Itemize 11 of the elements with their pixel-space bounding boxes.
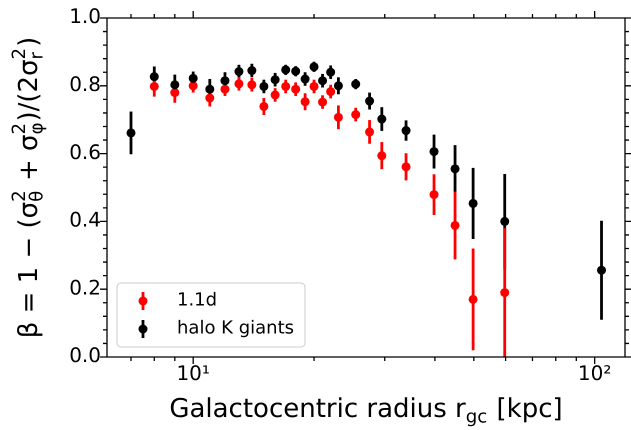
y-tick-label: 0.8 <box>69 72 101 96</box>
y-tick-label: 1.0 <box>69 4 101 28</box>
y-tick-label: 0.0 <box>69 343 101 368</box>
y-tick-label: 0.6 <box>69 140 101 164</box>
y-tick-label: 0.2 <box>69 275 101 300</box>
legend-label: halo K giants <box>177 318 294 339</box>
y-tick-label: 0.4 <box>69 208 101 232</box>
x-tick-label: 10² <box>578 361 612 386</box>
legend-label: 1.1d <box>177 290 218 311</box>
text: β = 1 − (σθ2 + σφ2)/(2σr2) <box>8 36 48 338</box>
x-tick-label: 10¹ <box>176 361 210 386</box>
